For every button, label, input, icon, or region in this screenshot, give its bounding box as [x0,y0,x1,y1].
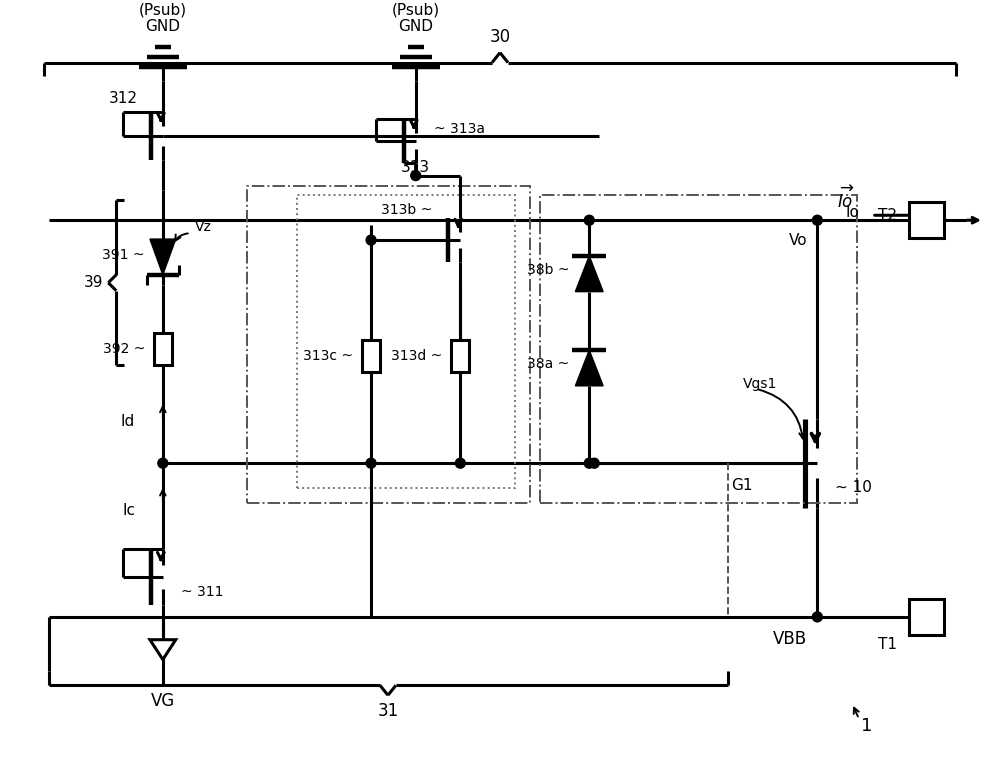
Text: 312: 312 [109,91,138,106]
Text: Vo: Vo [789,232,807,248]
Text: Io: Io [845,205,859,220]
Text: Id: Id [121,414,135,429]
Text: Vgs1: Vgs1 [743,377,777,391]
Text: (Psub): (Psub) [392,2,440,18]
Circle shape [158,459,168,468]
Text: 392 ~: 392 ~ [103,342,145,356]
Bar [297,195,515,488]
Text: ~ 10: ~ 10 [835,480,872,496]
Text: 38b ~: 38b ~ [527,262,569,277]
Text: 313c ~: 313c ~ [303,349,353,363]
Circle shape [584,459,594,468]
Text: GND: GND [398,19,433,35]
Text: 313b ~: 313b ~ [381,203,433,217]
FancyArrowPatch shape [175,233,188,241]
Text: 313: 313 [401,160,430,175]
Text: 30: 30 [489,28,511,46]
Text: (Psub): (Psub) [139,2,187,18]
Text: GND: GND [145,19,180,35]
Circle shape [812,215,822,225]
Text: 39: 39 [84,275,103,290]
Text: VBB: VBB [773,630,807,648]
Polygon shape [575,256,603,292]
Bar [451,340,469,372]
Circle shape [584,215,594,225]
Text: VG: VG [151,692,175,710]
Circle shape [812,612,822,622]
Polygon shape [575,350,603,386]
Bar [154,334,172,365]
Text: ~ 311: ~ 311 [181,585,223,599]
Circle shape [366,235,376,245]
Polygon shape [150,640,176,659]
FancyArrowPatch shape [759,390,805,438]
Bar [909,202,944,238]
Circle shape [411,171,421,181]
Polygon shape [150,239,176,275]
Bar [909,599,944,635]
Text: Vz: Vz [195,220,211,234]
Bar [362,340,380,372]
Text: 38a ~: 38a ~ [527,357,569,371]
Text: Ic: Ic [122,503,135,518]
Text: 31: 31 [377,702,399,720]
Text: ~ 313a: ~ 313a [434,122,485,136]
Text: G1: G1 [731,478,753,493]
Text: $\overrightarrow{Io}$: $\overrightarrow{Io}$ [837,185,855,212]
Text: T2: T2 [878,208,897,223]
Circle shape [366,459,376,468]
Text: 313d ~: 313d ~ [391,349,442,363]
Text: T1: T1 [878,637,897,652]
Circle shape [589,459,599,468]
Bar [540,195,857,503]
Text: 1: 1 [861,717,873,735]
Bar [247,185,530,503]
Text: 391 ~: 391 ~ [102,248,145,262]
Circle shape [455,459,465,468]
